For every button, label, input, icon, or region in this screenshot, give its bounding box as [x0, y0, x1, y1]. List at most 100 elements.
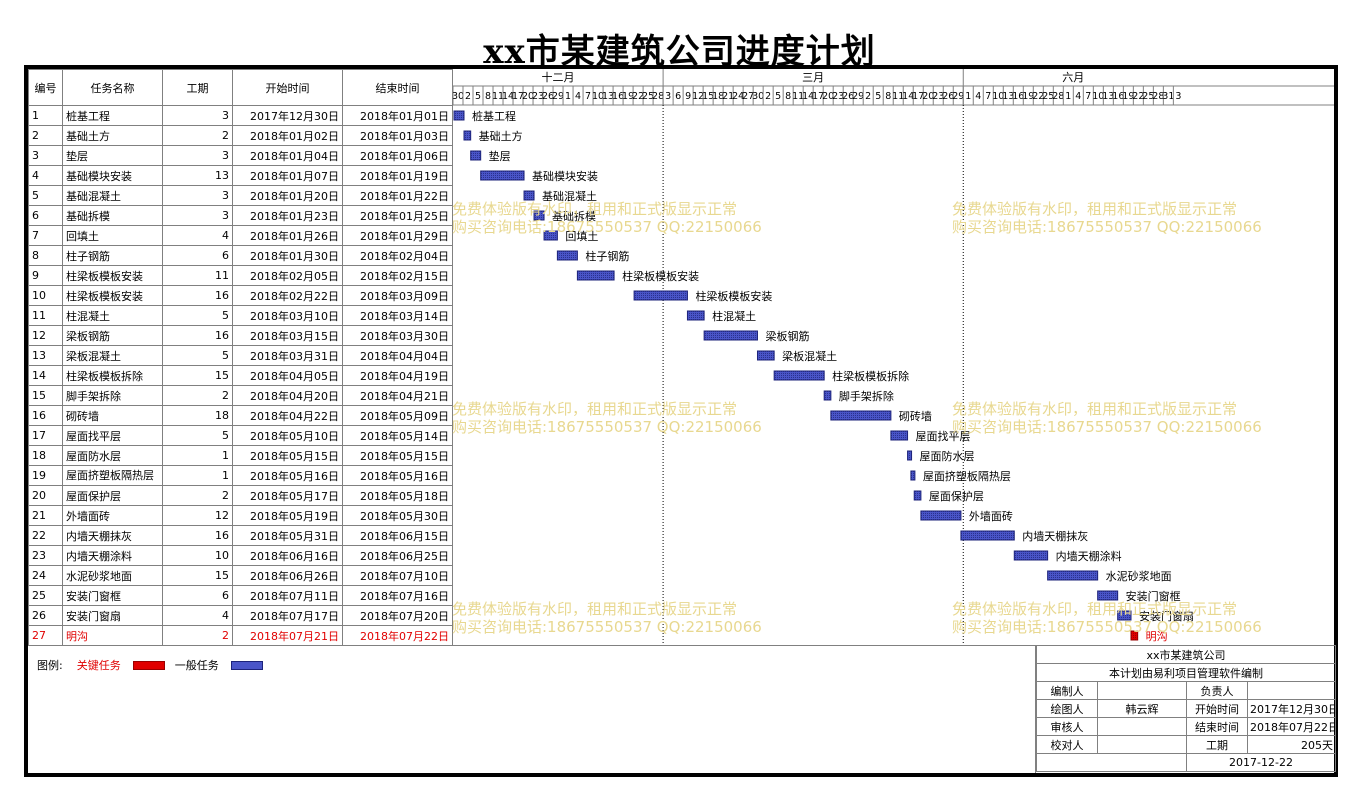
task-name-cell: 基础拆模	[62, 205, 163, 226]
day-label: 1	[965, 91, 971, 102]
day-label: 8	[785, 91, 791, 102]
task-id-cell: 7	[28, 225, 63, 246]
table-row[interactable]: 1 桩基工程 3 2017年12月30日 2018年01月01日	[28, 105, 453, 126]
table-row[interactable]: 10 柱梁板模板安装 16 2018年02月22日 2018年03月09日	[28, 285, 453, 306]
day-label: 25	[1042, 91, 1054, 102]
table-header-row: 编号 任务名称 工期 开始时间 结束时间	[28, 69, 453, 106]
table-row[interactable]: 11 柱混凝土 5 2018年03月10日 2018年03月14日	[28, 305, 453, 326]
task-end-cell: 2018年05月09日	[342, 405, 453, 426]
task-name-cell: 内墙天棚抹灰	[62, 525, 163, 546]
day-label: 4	[575, 91, 581, 102]
day-label: 17	[912, 91, 924, 102]
task-name-cell: 脚手架拆除	[62, 385, 163, 406]
table-row[interactable]: 24 水泥砂浆地面 15 2018年06月26日 2018年07月10日	[28, 565, 453, 586]
task-duration-cell: 2	[162, 485, 233, 506]
gantt-bar-label: 柱梁板模板安装	[622, 269, 699, 283]
table-row[interactable]: 13 梁板混凝土 5 2018年03月31日 2018年04月04日	[28, 345, 453, 366]
col-header-name[interactable]: 任务名称	[62, 69, 163, 106]
task-name-cell: 基础混凝土	[62, 185, 163, 206]
table-row[interactable]: 19 屋面挤塑板隔热层 1 2018年05月16日 2018年05月16日	[28, 465, 453, 486]
gantt-bar	[556, 250, 578, 261]
col-header-id[interactable]: 编号	[28, 69, 63, 106]
table-row[interactable]: 6 基础拆模 3 2018年01月23日 2018年01月25日	[28, 205, 453, 226]
table-row[interactable]: 22 内墙天棚抹灰 16 2018年05月31日 2018年06月15日	[28, 525, 453, 546]
table-row[interactable]: 5 基础混凝土 3 2018年01月20日 2018年01月22日	[28, 185, 453, 206]
task-name-cell: 柱混凝土	[62, 305, 163, 326]
task-name-cell: 内墙天棚涂料	[62, 545, 163, 566]
table-row[interactable]: 18 屋面防水层 1 2018年05月15日 2018年05月15日	[28, 445, 453, 466]
table-row[interactable]: 25 安装门窗框 6 2018年07月11日 2018年07月16日	[28, 585, 453, 606]
gantt-bar-label: 基础土方	[479, 129, 523, 143]
task-id-cell: 6	[28, 205, 63, 226]
table-row[interactable]: 20 屋面保护层 2 2018年05月17日 2018年05月18日	[28, 485, 453, 506]
table-row[interactable]: 21 外墙面砖 12 2018年05月19日 2018年05月30日	[28, 505, 453, 526]
legend-normal-swatch	[230, 660, 263, 670]
task-name-cell: 明沟	[62, 625, 163, 646]
task-start-cell: 2018年05月31日	[232, 525, 343, 546]
table-row[interactable]: 16 砌砖墙 18 2018年04月22日 2018年05月09日	[28, 405, 453, 426]
day-label: 7	[585, 91, 591, 102]
table-row[interactable]: 14 柱梁板模板拆除 15 2018年04月05日 2018年04月19日	[28, 365, 453, 386]
day-label: 16	[1012, 91, 1024, 102]
table-row[interactable]: 2 基础土方 2 2018年01月02日 2018年01月03日	[28, 125, 453, 146]
gantt-bar-label: 屋面保护层	[929, 489, 984, 503]
gantt-bar	[703, 330, 758, 341]
task-start-cell: 2018年06月16日	[232, 545, 343, 566]
table-row[interactable]: 9 柱梁板模板安装 11 2018年02月05日 2018年02月15日	[28, 265, 453, 286]
day-label: 7	[1085, 91, 1091, 102]
day-label: 26	[542, 91, 554, 102]
day-label: 2	[865, 91, 871, 102]
task-name-cell: 柱梁板模板安装	[62, 265, 163, 286]
day-label: 5	[875, 91, 881, 102]
task-end-cell: 2018年07月16日	[342, 585, 453, 606]
table-row[interactable]: 15 脚手架拆除 2 2018年04月20日 2018年04月21日	[28, 385, 453, 406]
task-duration-cell: 12	[162, 505, 233, 526]
table-row[interactable]: 7 回填土 4 2018年01月26日 2018年01月29日	[28, 225, 453, 246]
task-table: 编号 任务名称 工期 开始时间 结束时间 1 桩基工程 3 2017年12月30日 20…	[28, 69, 453, 646]
info-note: 本计划由易利项目管理软件编制	[1035, 663, 1337, 682]
task-duration-cell: 18	[162, 405, 233, 426]
col-header-end[interactable]: 结束时间	[342, 69, 453, 106]
gantt-bar	[1047, 570, 1099, 581]
task-name-cell: 水泥砂浆地面	[62, 565, 163, 586]
info-company: xx市某建筑公司	[1035, 645, 1337, 664]
table-row[interactable]: 4 基础模块安装 13 2018年01月07日 2018年01月19日	[28, 165, 453, 186]
task-end-cell: 2018年07月20日	[342, 605, 453, 626]
table-row[interactable]: 23 内墙天棚涂料 10 2018年06月16日 2018年06月25日	[28, 545, 453, 566]
gantt-bar-label: 水泥砂浆地面	[1106, 569, 1172, 583]
task-duration-cell: 16	[162, 325, 233, 346]
table-row[interactable]: 8 柱子钢筋 6 2018年01月30日 2018年02月04日	[28, 245, 453, 266]
col-header-duration[interactable]: 工期	[162, 69, 233, 106]
gantt-bar-label: 基础模块安装	[532, 169, 598, 183]
gantt-bar	[576, 270, 615, 281]
day-label: 23	[932, 91, 944, 102]
gantt-bar	[686, 310, 705, 321]
task-id-cell: 3	[28, 145, 63, 166]
table-row[interactable]: 3 垫层 3 2018年01月04日 2018年01月06日	[28, 145, 453, 166]
task-duration-cell: 2	[162, 625, 233, 646]
task-name-cell: 柱子钢筋	[62, 245, 163, 266]
info-date: 2017-12-22	[1185, 753, 1337, 772]
legend-label: 图例:	[37, 659, 63, 672]
task-end-cell: 2018年04月21日	[342, 385, 453, 406]
col-header-start[interactable]: 开始时间	[232, 69, 343, 106]
table-row[interactable]: 27 明沟 2 2018年07月21日 2018年07月22日	[28, 625, 453, 646]
task-id-cell: 15	[28, 385, 63, 406]
gantt-bar	[773, 370, 825, 381]
task-start-cell: 2018年01月20日	[232, 185, 343, 206]
day-label: 7	[985, 91, 991, 102]
gantt-bar-label: 内墙天棚抹灰	[1022, 529, 1088, 543]
day-label: 20	[522, 91, 534, 102]
task-id-cell: 19	[28, 465, 63, 486]
table-row[interactable]: 12 梁板钢筋 16 2018年03月15日 2018年03月30日	[28, 325, 453, 346]
info-responsible-label: 负责人	[1186, 681, 1248, 700]
gantt-bar-label: 屋面防水层	[920, 449, 975, 463]
gantt-bar-label: 梁板混凝土	[782, 349, 837, 363]
day-label: 19	[1122, 91, 1134, 102]
day-label: 27	[742, 91, 754, 102]
table-row[interactable]: 26 安装门窗扇 4 2018年07月17日 2018年07月20日	[28, 605, 453, 626]
day-label: 11	[792, 91, 804, 102]
task-end-cell: 2018年06月25日	[342, 545, 453, 566]
table-row[interactable]: 17 屋面找平层 5 2018年05月10日 2018年05月14日	[28, 425, 453, 446]
task-start-cell: 2017年12月30日	[232, 105, 343, 126]
